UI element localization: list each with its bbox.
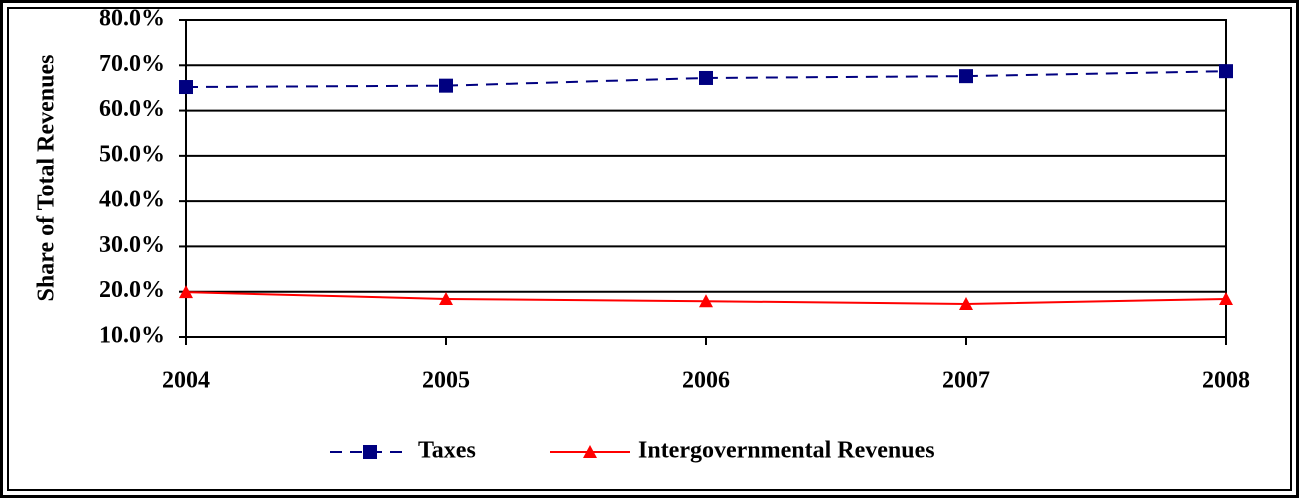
legend-marker [363,445,377,459]
marker [1219,64,1233,79]
plot-border [185,19,1227,338]
marker [1219,291,1233,305]
marker [439,78,453,93]
y-tick-label: 30.0% [99,232,165,258]
y-tick-label: 40.0% [99,187,165,213]
x-tick-label: 2005 [422,368,470,394]
y-tick-label: 80.0% [99,6,165,32]
y-tick-label: 20.0% [99,277,165,303]
x-tick-label: 2008 [1202,368,1250,394]
legend-label: Taxes [418,438,476,464]
marker [179,80,193,95]
y-axis-label: Share of Total Revenues [34,55,60,302]
marker [179,285,193,299]
legend-marker [583,445,597,458]
x-tick-label: 2006 [682,368,730,394]
y-tick-label: 70.0% [99,51,165,77]
marker [699,294,713,308]
y-tick-label: 60.0% [99,96,165,122]
y-tick-label: 50.0% [99,141,165,167]
legend-label: Intergovernmental Revenues [638,438,935,464]
marker [439,291,453,305]
marker [959,296,973,310]
x-tick-label: 2007 [942,368,990,394]
marker [959,69,973,84]
y-tick-label: 10.0% [99,323,165,349]
inner-frame [7,7,1292,491]
marker [699,70,713,85]
x-tick-label: 2004 [162,368,210,394]
